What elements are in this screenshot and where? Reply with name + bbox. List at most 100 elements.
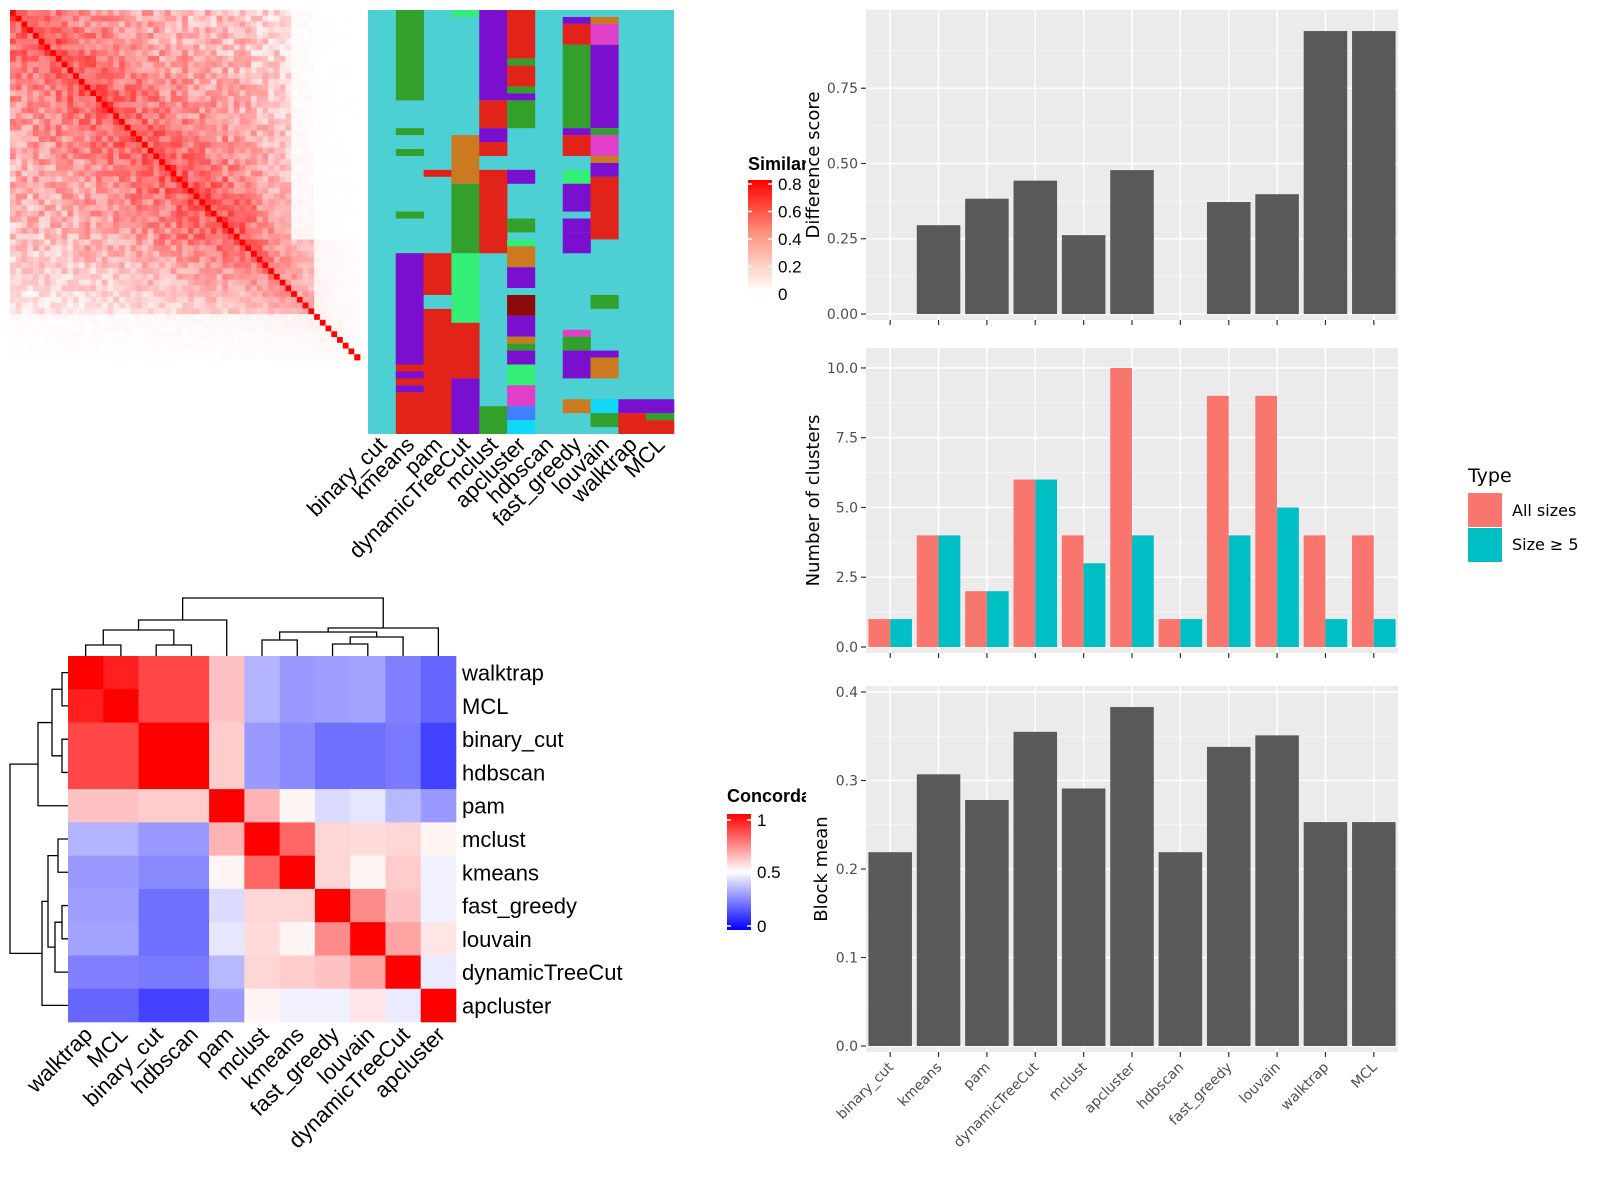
similarity-cell xyxy=(44,262,51,269)
similarity-cell xyxy=(73,262,80,269)
similarity-cell xyxy=(107,141,114,149)
similarity-cell xyxy=(15,136,22,143)
similarity-cell xyxy=(113,38,120,45)
similarity-cell xyxy=(325,233,332,240)
similarity-heatmap xyxy=(10,10,361,361)
similarity-cell xyxy=(96,67,103,74)
similarity-cell xyxy=(136,205,143,212)
similarity-cell xyxy=(90,124,97,131)
similarity-cell xyxy=(164,342,172,349)
similarity-cell xyxy=(268,279,275,286)
similarity-cell xyxy=(291,348,298,355)
similarity-cell xyxy=(296,222,304,229)
similarity-cell xyxy=(90,233,97,240)
similarity-cell xyxy=(302,84,309,91)
concordance-row-label: binary_cut xyxy=(462,727,564,752)
assignment-cell xyxy=(590,128,619,136)
similarity-cell xyxy=(124,210,131,217)
similarity-cell xyxy=(182,159,189,166)
similarity-cell xyxy=(153,84,160,91)
bar xyxy=(916,774,961,1046)
similarity-cell xyxy=(262,199,269,206)
similarity-cell xyxy=(113,210,120,217)
similarity-cell xyxy=(245,337,252,344)
similarity-cell xyxy=(73,291,80,298)
assignment-cell xyxy=(507,385,536,407)
similarity-cell xyxy=(239,21,246,28)
similarity-cell xyxy=(273,170,281,177)
concordance-cell xyxy=(420,789,457,823)
similarity-cell xyxy=(84,147,91,154)
similarity-cell xyxy=(256,250,263,258)
similarity-cell xyxy=(141,90,149,97)
similarity-cell xyxy=(32,279,40,286)
similarity-cell xyxy=(73,182,80,189)
similarity-cell xyxy=(38,319,45,326)
similarity-cell xyxy=(170,153,177,160)
similarity-cell xyxy=(245,61,252,68)
similarity-cell xyxy=(78,107,85,114)
similarity-cell xyxy=(222,130,229,137)
similarity-cell xyxy=(348,348,355,355)
similarity-cell xyxy=(285,342,292,349)
similarity-cell xyxy=(27,84,34,91)
similarity-cell xyxy=(67,285,74,292)
similarity-cell xyxy=(159,256,166,263)
similarity-cell xyxy=(193,268,200,275)
concordance-cell xyxy=(279,955,316,990)
similarity-cell xyxy=(182,78,189,85)
bar xyxy=(1013,731,1058,1046)
similarity-cell xyxy=(32,210,40,217)
similarity-cell xyxy=(245,182,252,189)
concordance-column-labels: walktrapMCLbinary_cuthdbscanpammclustkme… xyxy=(21,1022,450,1153)
similarity-cell xyxy=(187,153,195,160)
similarity-cell xyxy=(222,78,229,85)
similarity-cell xyxy=(78,50,85,57)
similarity-cell xyxy=(90,44,97,51)
similarity-cell xyxy=(268,256,275,263)
similarity-cell xyxy=(296,107,304,114)
similarity-cell xyxy=(205,262,212,269)
similarity-cell xyxy=(73,153,80,160)
similarity-cell xyxy=(141,113,149,120)
similarity-cell xyxy=(291,21,298,28)
similarity-cell xyxy=(216,337,223,344)
similarity-cell xyxy=(141,55,149,63)
similarity-cell xyxy=(78,308,85,315)
similarity-cell xyxy=(73,21,80,28)
concordance-cell xyxy=(68,755,104,790)
similarity-cell xyxy=(147,279,154,286)
similarity-cell xyxy=(216,302,223,309)
similarity-cell xyxy=(136,170,143,177)
similarity-cell xyxy=(222,15,229,22)
similarity-cell xyxy=(101,245,108,252)
similarity-cell xyxy=(250,331,258,338)
similarity-cell xyxy=(250,314,258,321)
similarity-cell xyxy=(337,314,344,321)
similarity-cell xyxy=(228,84,235,91)
similarity-cell xyxy=(273,291,281,298)
similarity-cell xyxy=(55,337,63,344)
similarity-cell xyxy=(210,314,217,321)
similarity-cell xyxy=(250,147,258,154)
similarity-cell xyxy=(222,325,229,332)
similarity-cell xyxy=(170,170,177,177)
similarity-cell xyxy=(348,136,355,143)
similarity-cell xyxy=(199,38,206,45)
similarity-cell xyxy=(147,273,154,281)
similarity-cell xyxy=(268,319,275,326)
similarity-cell xyxy=(159,50,166,57)
similarity-cell xyxy=(130,325,137,332)
similarity-cell xyxy=(302,187,309,195)
similarity-cell xyxy=(113,331,120,338)
similarity-cell xyxy=(285,291,292,298)
assignment-cell xyxy=(395,211,424,219)
similarity-cell xyxy=(273,205,281,212)
similarity-cell xyxy=(32,136,40,143)
similarity-cell xyxy=(308,205,315,212)
similarity-cell xyxy=(268,222,275,229)
similarity-cell xyxy=(107,348,114,355)
similarity-cell xyxy=(84,279,91,286)
similarity-cell xyxy=(245,256,252,263)
similarity-cell xyxy=(119,153,126,160)
